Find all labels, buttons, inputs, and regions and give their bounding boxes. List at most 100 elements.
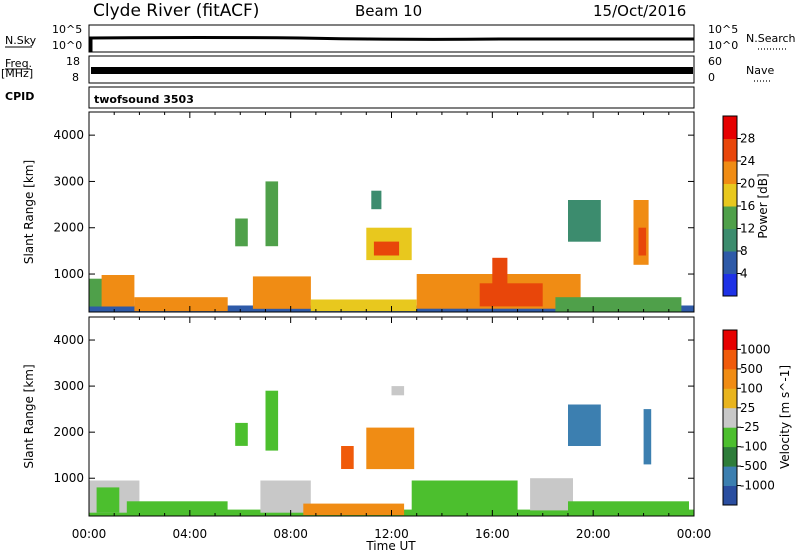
velocity-colorbar-tick-6: -500 xyxy=(740,459,767,473)
x-axis-ticks: 00:00 04:00 08:00 12:00 16:00 20:00 00:00 xyxy=(72,527,712,541)
power-y-tick-0: 1000 xyxy=(53,267,84,281)
power-cell-7 xyxy=(479,283,543,307)
date-title: 15/Oct/2016 xyxy=(593,2,686,20)
power-colorbar-swatch-1 xyxy=(723,251,737,274)
velocity-colorbar-tick-2: 100 xyxy=(740,381,763,395)
power-colorbar-tick-4: 20 xyxy=(740,177,755,191)
velocity-colorbar-swatch-8 xyxy=(723,330,737,350)
velocity-colorbar-swatch-0 xyxy=(723,485,737,506)
velocity-cell-12 xyxy=(235,422,248,446)
velocity-colorbar-swatch-7 xyxy=(723,349,737,370)
power-colorbar-label: Power [dB] xyxy=(756,173,770,238)
nsearch-tick-bottom: 10^0 xyxy=(708,39,738,52)
power-colorbar-swatch-2 xyxy=(723,228,737,252)
velocity-cell-2 xyxy=(96,487,120,513)
power-cell-15 xyxy=(568,200,601,242)
x-tick-4: 16:00 xyxy=(475,527,510,541)
velocity-cell-14 xyxy=(643,409,652,465)
x-tick-6: 00:00 xyxy=(677,527,712,541)
velocity-colorbar-tick-1: 500 xyxy=(740,362,763,376)
velocity-colorbar-swatch-6 xyxy=(723,368,737,389)
x-tick-0: 00:00 xyxy=(72,527,107,541)
power-colorbar-swatch-4 xyxy=(723,183,737,207)
freq-unit: [MHz] xyxy=(1,67,33,80)
power-y-tick-2: 3000 xyxy=(53,174,84,188)
velocity-colorbar-swatch-5 xyxy=(723,388,737,409)
power-colorbar: 4 8 12 16 20 24 28 Power [dB] xyxy=(722,115,770,297)
velocity-cell-10 xyxy=(341,446,354,469)
velocity-colorbar-tick-5: -100 xyxy=(740,440,767,454)
power-cell-17 xyxy=(638,227,647,256)
nsky-tick-top: 10^5 xyxy=(52,23,82,36)
nsearch-tick-top: 10^5 xyxy=(708,23,738,36)
power-colorbar-swatch-3 xyxy=(723,206,737,229)
velocity-colorbar-tick-0: 1000 xyxy=(740,342,771,356)
power-cell-12 xyxy=(265,181,279,247)
x-tick-5: 20:00 xyxy=(576,527,611,541)
power-cell-5 xyxy=(310,299,417,312)
velocity-colorbar-label: Velocity [m s^-1] xyxy=(778,365,792,469)
nave-tick-top: 60 xyxy=(708,55,722,68)
power-colorbar-swatch-0 xyxy=(723,273,737,297)
velocity-cell-9 xyxy=(366,427,415,470)
nsky-trace xyxy=(89,36,694,52)
velocity-cell-6 xyxy=(411,480,518,515)
cpid-panel xyxy=(88,86,695,109)
power-colorbar-tick-1: 8 xyxy=(740,244,748,258)
x-tick-3: 12:00 xyxy=(374,527,409,541)
nave-tick-bottom: 0 xyxy=(708,71,715,84)
power-cell-4 xyxy=(252,276,311,309)
velocity-cell-7 xyxy=(530,478,573,511)
nsearch-label: N.Search xyxy=(746,32,796,45)
power-y-tick-1: 2000 xyxy=(53,221,84,235)
velocity-cell-13 xyxy=(265,390,279,451)
power-cell-3 xyxy=(134,297,228,312)
power-cell-10 xyxy=(373,241,400,256)
velocity-cell-3 xyxy=(126,501,228,516)
velocity-cell-11 xyxy=(391,386,405,396)
nave-label: Nave xyxy=(746,64,774,77)
nsky-tick-bottom: 10^0 xyxy=(52,39,82,52)
freq-tick-top: 18 xyxy=(66,55,80,68)
freq-label: Freq. xyxy=(5,57,32,70)
x-tick-1: 04:00 xyxy=(173,527,208,541)
power-cell-2 xyxy=(101,275,135,307)
nsky-label: N.Sky xyxy=(5,34,37,47)
velocity-y-tick-1: 2000 xyxy=(53,425,84,439)
power-cell-14 xyxy=(492,257,508,302)
velocity-colorbar-swatch-4 xyxy=(723,407,737,428)
velocity-y-tick-3: 4000 xyxy=(53,333,84,347)
freq-trace xyxy=(91,67,693,74)
power-cell-13 xyxy=(371,190,382,210)
velocity-colorbar-tick-7: -1000 xyxy=(740,479,775,493)
freq-tick-bottom: 8 xyxy=(72,71,79,84)
velocity-cell-15 xyxy=(568,404,601,446)
x-tick-2: 08:00 xyxy=(273,527,308,541)
power-panel: 1000 2000 3000 4000 Slant Range [km] xyxy=(22,111,695,313)
velocity-colorbar-tick-4: -25 xyxy=(740,420,760,434)
power-y-tick-3: 4000 xyxy=(53,128,84,142)
power-colorbar-tick-2: 12 xyxy=(740,222,755,236)
power-cell-11 xyxy=(235,218,248,247)
power-colorbar-tick-0: 4 xyxy=(740,267,748,281)
velocity-cell-8 xyxy=(568,501,689,516)
cpid-value: twofsound 3503 xyxy=(94,93,194,106)
cpid-label: CPID xyxy=(5,90,34,103)
power-colorbar-tick-6: 28 xyxy=(740,132,755,146)
power-colorbar-tick-3: 16 xyxy=(740,199,755,213)
power-cell-8 xyxy=(555,297,682,312)
beam-title: Beam 10 xyxy=(355,2,422,20)
power-colorbar-swatch-5 xyxy=(723,161,737,184)
station-title: Clyde River (fitACF) xyxy=(93,1,259,21)
velocity-panel: 1000 2000 3000 4000 Slant Range [km] xyxy=(22,316,695,517)
velocity-colorbar-swatch-1 xyxy=(723,466,737,486)
velocity-y-tick-2: 3000 xyxy=(53,379,84,393)
x-axis-label: Time UT xyxy=(365,539,416,553)
power-colorbar-swatch-6 xyxy=(723,138,737,162)
velocity-cell-5 xyxy=(303,503,405,516)
velocity-cell-4 xyxy=(260,480,311,513)
power-y-label: Slant Range [km] xyxy=(22,160,36,264)
power-colorbar-swatch-7 xyxy=(723,116,737,139)
